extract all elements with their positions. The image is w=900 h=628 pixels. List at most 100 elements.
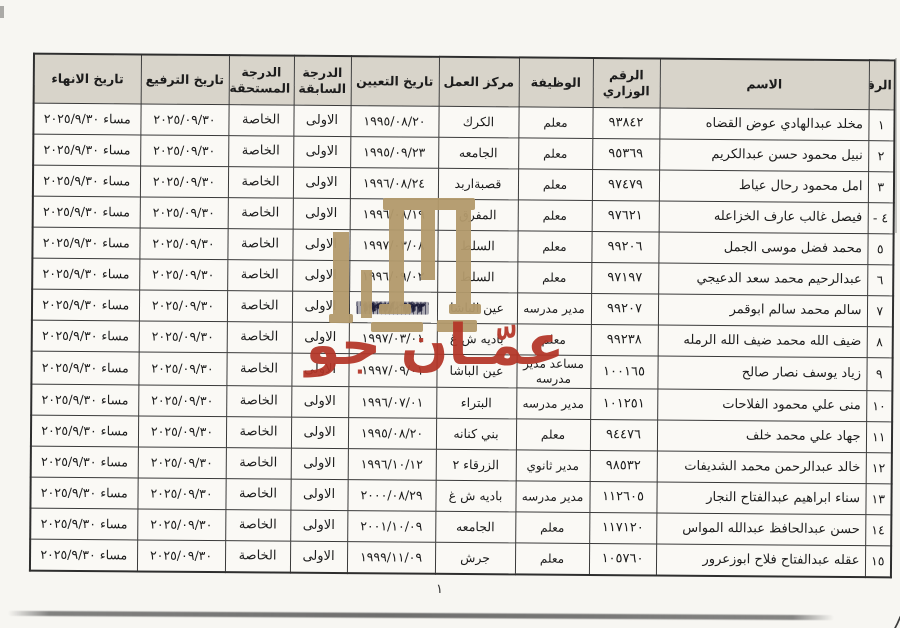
table-cell: ٢ (868, 140, 895, 172)
table-cell: زياد يوسف نصار صالح (657, 356, 867, 391)
table-cell: الاولى (290, 417, 349, 449)
table-cell: امل محمود رحال عياط (658, 170, 869, 203)
table-cell: ٢٠٢٥/٠٩/٣٠ (138, 289, 228, 322)
table-cell: سناء ابراهيم عبدالفتاح النجار (656, 482, 866, 515)
table-cell: ٥ (867, 233, 894, 265)
table-cell: ٢٠٢٥/٠٩/٣٠ (138, 320, 227, 353)
table-cell: الاولى (292, 229, 350, 261)
table-cell: ٢٠٢٥/٠٩/٣٠ (139, 258, 228, 291)
table-cell: خالد عبدالرحمن محمد الشديفات (656, 451, 866, 484)
table-cell: مساء ٢٠٢٥/٩/٣٠ (33, 134, 141, 166)
table-cell: الخاصة (227, 166, 294, 199)
table-cell: البتراء (436, 387, 517, 419)
table-cell: الاولى (290, 448, 348, 480)
table-cell: الخاصة (225, 509, 291, 542)
column-header: الرقم (868, 60, 895, 110)
table-cell: ١٢ (865, 452, 892, 484)
table-cell: ١٩٩٥/٠٨/٢٠ (347, 417, 437, 450)
table-cell: الخاصة (227, 197, 293, 230)
scan-artifact-right-edge (895, 58, 897, 233)
table-cell: ٩٥٣٦٩ (592, 138, 660, 171)
table-cell: ٢٠٢٥/٠٩/٣٠ (137, 508, 226, 541)
table-cell: الخاصة (226, 290, 293, 323)
table-cell: الكرك (438, 106, 519, 138)
table-cell: الاولى (291, 291, 350, 323)
table-cell: عين الباشا (436, 354, 517, 388)
table-cell: ١١٧١٢٠ (589, 512, 657, 545)
table-cell: المفرق (437, 199, 518, 231)
table-cell: ١٣ (865, 483, 892, 515)
column-header: الوظيفة (518, 57, 593, 108)
table-cell: ٨ (866, 326, 893, 358)
table-cell: مدير مدرسه (515, 480, 590, 513)
table-cell: ٩٧٦٢١ (591, 200, 659, 233)
table-cell: منى علي محمود الفلاحات (657, 389, 867, 422)
table-cell: ٢٠٢٥/٠٩/٣٠ (139, 196, 228, 229)
table-cell: الاولى (293, 136, 351, 168)
table-cell: ١١ (865, 421, 893, 453)
table-cell: ١٩٩٧/٠٣/٠٨ (349, 229, 438, 262)
table-cell: معلم (515, 418, 591, 451)
table-cell: معلم (516, 323, 591, 356)
table-cell: الاولى (293, 105, 351, 137)
table-cell: ١٥ (864, 545, 892, 578)
table-cell: مساء ٢٠٢٥/٩/٣٠ (31, 289, 140, 321)
table-cell: ١٩٩٦/٠٨/١٩ (349, 198, 438, 231)
table-cell: الاولى (292, 198, 350, 230)
signature-mark (875, 613, 900, 628)
table-cell: مدير مدرسه (516, 387, 591, 420)
table-cell: باديه ش غ (436, 323, 517, 355)
table-cell: ٤ - (867, 202, 894, 234)
table-cell: ٩٧٤٧٩ (591, 169, 660, 202)
table-cell: مساء ٢٠٢٥/٩/٣٠ (32, 227, 140, 259)
table-cell: ٢٠٢٥/٠٩/٣٠ (137, 415, 227, 448)
table-cell: مساء ٢٠٢٥/٩/٣٠ (33, 103, 141, 135)
table-cell: الخاصة (226, 385, 292, 418)
table-cell: معلم (514, 542, 590, 576)
table-cell: ١٤ (865, 514, 892, 546)
table-cell: ٢٠٢٥/٠٩/٣٠ (137, 477, 226, 510)
table-cell: ٢٠٢٥/٠٩/٣٠ (139, 227, 228, 260)
table-cell: الخاصة (226, 352, 292, 387)
table-cell: الاولى (290, 510, 348, 542)
table-cell: ٢٠٠٠/٠٨/٢٩ (347, 479, 436, 512)
table-cell: السلط (437, 230, 518, 262)
table-header-row: الرقم الاسم الرقم الوزاري الوظيفة مركز العمل… (33, 53, 895, 110)
scan-artifact-bottom-edge (7, 610, 835, 621)
table-cell: مساء ٢٠٢٥/٩/٣٠ (30, 415, 139, 447)
promotion-table: الرقم الاسم الرقم الوزاري الوظيفة مركز العمل… (28, 52, 896, 579)
table-cell: ٩٧١٩٧ (591, 262, 659, 295)
table-body: ١ مخلد عبدالهادي عوض القضاه ٩٣٨٤٢ معلم الكرك… (29, 103, 895, 578)
table-cell: بني كنانه (435, 418, 517, 450)
table-cell: ١ (868, 109, 895, 141)
table-cell: ١٩٩٦/٠٧/٠١ (348, 386, 437, 419)
table-cell: الجامعه (438, 137, 519, 169)
table-cell: ٢٠٠١/١٠/٠٩ (347, 510, 436, 543)
column-header: تاريخ التعيين (350, 56, 439, 107)
column-header: تاريخ الانهاء (33, 53, 142, 104)
table-cell: ٢٠٢٥/٠٩/٣٠ (136, 539, 226, 573)
table-cell: مساء ٢٠٢٥/٩/٣٠ (32, 196, 140, 228)
table-cell: ٢٠٢٥/٠٩/٣٠ (140, 134, 229, 167)
table-cell: ٩٨٥٣٢ (589, 450, 657, 483)
table-cell: عين الباشا (436, 292, 518, 324)
table-cell: مساء ٢٠٢٥/٩/٣٠ (31, 351, 139, 385)
column-header: الاسم (659, 58, 869, 110)
table-cell: ٢٠٢٥/٠٩/٣٠ (138, 384, 227, 417)
table-cell: ٩٩٢٠٧ (590, 293, 659, 326)
table-cell: معلم (518, 137, 593, 170)
table-cell: الاولى (292, 167, 351, 199)
column-header: الدرجة المستحقة (228, 55, 294, 106)
table-cell: معلم (518, 106, 593, 139)
table-cell: ١٠ (866, 390, 893, 422)
table-cell: مساء ٢٠٢٥/٩/٣٠ (31, 384, 139, 416)
table-cell: الخاصة (226, 321, 292, 354)
table-cell: مساء ٢٠٢٥/٩/٣٠ (30, 508, 138, 540)
scan-artifact-corner-smudge (0, 6, 4, 18)
table-cell: الخاصة (228, 135, 294, 168)
table-cell: مساء ٢٠٢٥/٩/٣٠ (32, 165, 141, 197)
table-cell: ١١٢٦٠٥ (589, 481, 657, 514)
table-cell: ١٩٩٧/٠٣/٠١ (348, 322, 437, 355)
table-cell: مساء ٢٠٢٥/٩/٣٠ (30, 477, 138, 509)
